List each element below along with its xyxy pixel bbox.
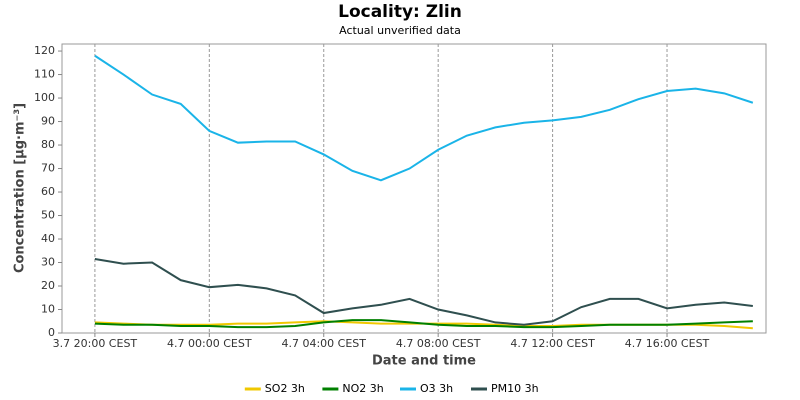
x-tick-label: 3.7 20:00 CEST	[53, 337, 138, 350]
y-tick-label: 0	[48, 326, 55, 339]
y-tick-label: 60	[41, 185, 55, 198]
y-tick-label: 10	[41, 303, 55, 316]
y-tick-label: 90	[41, 115, 55, 128]
y-tick-label: 100	[34, 91, 55, 104]
chart-subtitle: Actual unverified data	[339, 24, 461, 37]
x-tick-label: 4.7 12:00 CEST	[510, 337, 595, 350]
x-tick-label: 4.7 08:00 CEST	[396, 337, 481, 350]
legend-label: SO2 3h	[265, 382, 305, 395]
legend-label: O3 3h	[420, 382, 453, 395]
y-tick-label: 50	[41, 209, 55, 222]
series-line	[94, 54, 754, 182]
plot-area	[61, 43, 767, 334]
legend-label: NO2 3h	[342, 382, 383, 395]
series-line	[94, 258, 753, 326]
y-tick-label: 40	[41, 232, 55, 245]
y-tick-label: 20	[41, 279, 55, 292]
y-tick-label: 80	[41, 138, 55, 151]
y-tick-label: 120	[34, 44, 55, 57]
y-tick-label: 110	[34, 68, 55, 81]
y-tick-label: 70	[41, 162, 55, 175]
y-axis-title: Concentration [µg·m⁻³]	[13, 103, 28, 273]
legend-label: PM10 3h	[491, 382, 539, 395]
x-axis-title: Date and time	[372, 354, 476, 369]
series-line	[94, 319, 753, 329]
x-tick-label: 4.7 16:00 CEST	[625, 337, 710, 350]
x-tick-label: 4.7 04:00 CEST	[281, 337, 366, 350]
chart-title: Locality: Zlin	[338, 2, 462, 22]
y-tick-label: 30	[41, 256, 55, 269]
x-tick-label: 4.7 00:00 CEST	[167, 337, 252, 350]
